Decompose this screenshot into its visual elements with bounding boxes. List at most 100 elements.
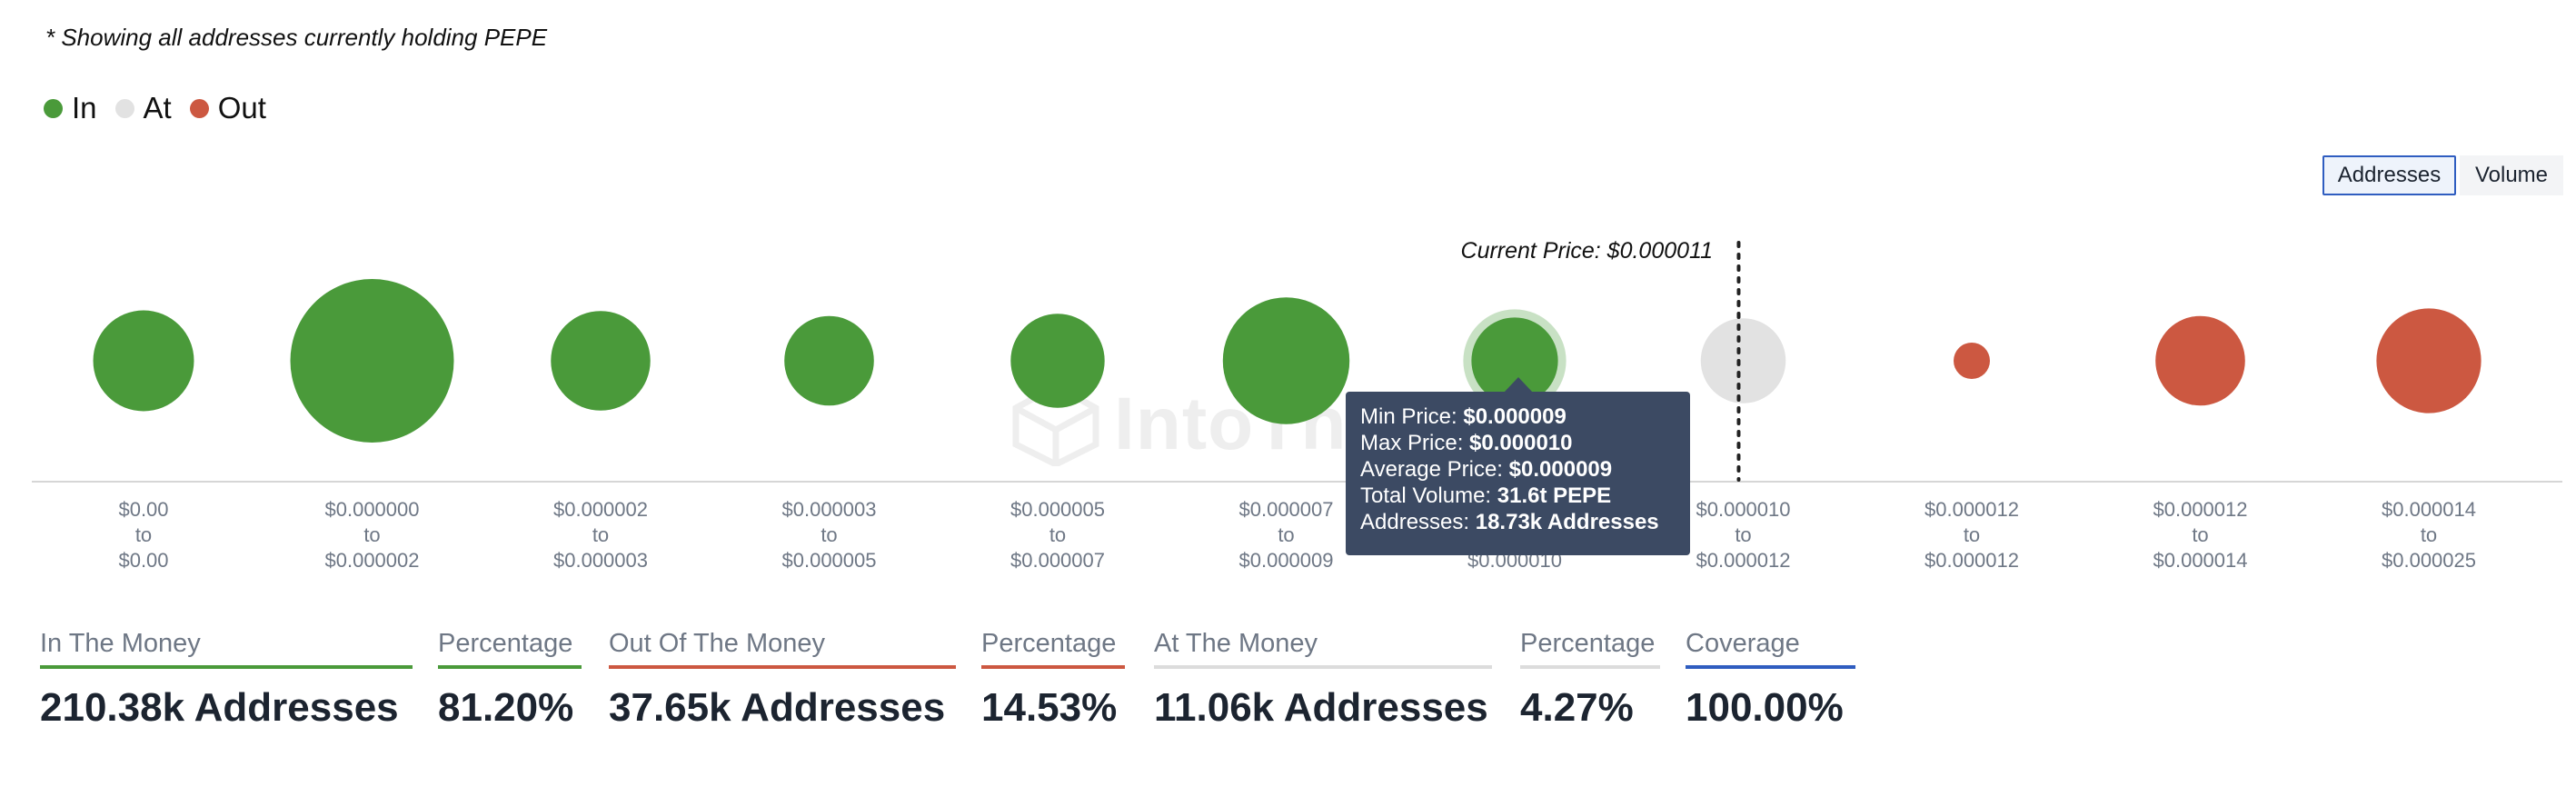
stat-at-the-money: At The Money 11.06k Addresses [1154, 629, 1492, 731]
holders-note: * Showing all addresses currently holdin… [45, 24, 548, 51]
bubble-in-2[interactable] [551, 311, 651, 411]
x-tick-label-8-1: to [1964, 523, 1980, 546]
legend-in[interactable]: In [44, 91, 97, 125]
legend-at-label: At [143, 91, 172, 125]
x-tick-label-2-2: $0.000003 [553, 549, 648, 572]
legend-in-label: In [72, 91, 97, 125]
bubble-tooltip: Min Price: $0.000009 Max Price: $0.00001… [1346, 392, 1690, 555]
stat-in-percentage: Percentage 81.20% [438, 629, 582, 731]
legend-out-dot [189, 98, 209, 118]
stat-at-percentage: Percentage 4.27% [1520, 629, 1660, 731]
x-tick-label-9-0: $0.000012 [2153, 498, 2248, 521]
x-tick-label-10-1: to [2421, 523, 2437, 546]
stat-underline [1154, 665, 1492, 669]
x-tick-label-0-1: to [135, 523, 152, 546]
stat-label: At The Money [1154, 629, 1318, 658]
stat-value: 37.65k Addresses [609, 685, 946, 730]
legend-at[interactable]: At [114, 91, 172, 125]
stat-underline [438, 665, 582, 669]
x-tick-label-4-2: $0.000007 [1010, 549, 1105, 572]
stat-label: Out Of The Money [609, 629, 826, 658]
stat-label: In The Money [40, 629, 201, 658]
legend-in-dot [44, 98, 63, 118]
stat-underline [1686, 665, 1855, 669]
stat-label: Percentage [981, 629, 1117, 658]
legend-at-dot [114, 98, 134, 118]
x-tick-label-9-2: $0.000014 [2153, 549, 2248, 572]
current-price-label: Current Price: $0.000011 [1460, 238, 1713, 264]
chart-legend: In At Out [44, 91, 284, 125]
bubble-at-7[interactable] [1700, 318, 1786, 403]
stat-label: Coverage [1686, 629, 1800, 658]
tooltip-volume-value: 31.6t PEPE [1497, 483, 1612, 508]
tooltip-avg-label: Average Price: [1360, 457, 1503, 482]
bubble-in-4[interactable] [1010, 314, 1105, 408]
tooltip-min-row: Min Price: $0.000009 [1360, 403, 1676, 430]
tooltip-max-value: $0.000010 [1469, 431, 1573, 455]
x-tick-label-7-2: $0.000012 [1696, 549, 1791, 572]
x-tick-label-5-0: $0.000007 [1239, 498, 1334, 521]
x-tick-label-1-1: to [363, 523, 380, 546]
volume-button[interactable]: Volume [2460, 155, 2563, 195]
addresses-button[interactable]: Addresses [2322, 155, 2456, 195]
x-tick-label-7-1: to [1735, 523, 1751, 546]
stat-underline [40, 665, 413, 669]
stat-out-percentage: Percentage 14.53% [981, 629, 1125, 731]
tooltip-max-label: Max Price: [1360, 431, 1464, 455]
stat-in-the-money: In The Money 210.38k Addresses [40, 629, 413, 731]
tooltip-volume-label: Total Volume: [1360, 483, 1492, 508]
tooltip-addresses-value: 18.73k Addresses [1475, 510, 1659, 534]
x-tick-label-4-0: $0.000005 [1010, 498, 1105, 521]
x-tick-label-9-1: to [2192, 523, 2208, 546]
bubble-out-10[interactable] [2376, 308, 2482, 413]
stat-underline [981, 665, 1125, 669]
stat-value: 11.06k Addresses [1154, 685, 1488, 730]
stat-label: Percentage [1520, 629, 1656, 658]
x-tick-label-1-2: $0.000002 [325, 549, 420, 572]
stat-label: Percentage [438, 629, 573, 658]
x-tick-label-5-1: to [1278, 523, 1294, 546]
watermark-icon [1012, 383, 1099, 466]
legend-out-label: Out [217, 91, 266, 125]
stat-value: 210.38k Addresses [40, 685, 399, 730]
bubble-out-8[interactable] [1954, 343, 1990, 379]
bubble-out-9[interactable] [2155, 315, 2245, 406]
legend-out[interactable]: Out [189, 91, 266, 125]
bubble-in-0[interactable] [93, 310, 194, 412]
stat-coverage: Coverage 100.00% [1686, 629, 1855, 731]
bubble-in-3[interactable] [784, 315, 874, 406]
x-tick-label-2-0: $0.000002 [553, 498, 648, 521]
x-tick-label-0-2: $0.00 [118, 549, 168, 572]
x-tick-label-1-0: $0.000000 [325, 498, 420, 521]
stat-underline [1520, 665, 1660, 669]
x-tick-label-10-2: $0.000025 [2382, 549, 2476, 572]
stat-out-of-the-money: Out Of The Money 37.65k Addresses [609, 629, 956, 731]
x-tick-label-0-0: $0.00 [118, 498, 168, 521]
tooltip-arrow [1504, 377, 1533, 393]
tooltip-avg-value: $0.000009 [1508, 457, 1613, 482]
stat-value: 14.53% [981, 685, 1118, 730]
tooltip-addresses-label: Addresses: [1360, 510, 1470, 534]
x-tick-label-8-2: $0.000012 [1925, 549, 2019, 572]
x-tick-label-8-0: $0.000012 [1925, 498, 2019, 521]
stat-value: 81.20% [438, 685, 574, 730]
tooltip-volume-row: Total Volume: 31.6t PEPE [1360, 483, 1676, 509]
x-tick-label-3-0: $0.000003 [782, 498, 877, 521]
x-tick-label-3-1: to [821, 523, 837, 546]
stat-underline [609, 665, 956, 669]
tooltip-avg-row: Average Price: $0.000009 [1360, 456, 1676, 483]
x-tick-label-3-2: $0.000005 [782, 549, 877, 572]
stat-value: 4.27% [1520, 685, 1634, 730]
tooltip-max-row: Max Price: $0.000010 [1360, 430, 1676, 456]
x-tick-label-2-1: to [592, 523, 609, 546]
bubble-in-1[interactable] [290, 279, 454, 443]
x-tick-label-7-0: $0.000010 [1696, 498, 1791, 521]
tooltip-addresses-row: Addresses: 18.73k Addresses [1360, 509, 1676, 535]
bubble-in-5[interactable] [1222, 297, 1350, 424]
tooltip-min-value: $0.000009 [1463, 404, 1566, 429]
bubble-in-6[interactable] [1471, 317, 1558, 404]
stat-value: 100.00% [1686, 685, 1844, 730]
x-tick-label-10-0: $0.000014 [2382, 498, 2476, 521]
x-tick-label-4-1: to [1049, 523, 1066, 546]
